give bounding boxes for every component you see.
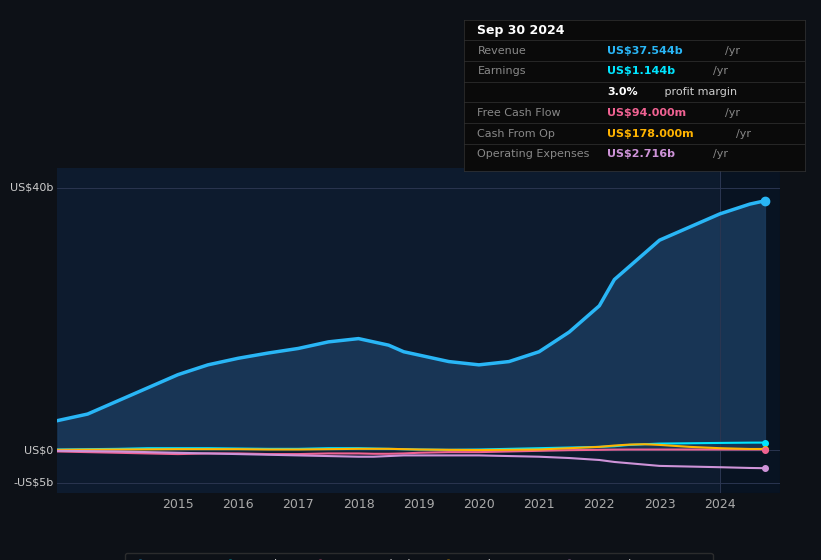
Text: /yr: /yr <box>736 128 750 138</box>
Text: profit margin: profit margin <box>662 87 737 97</box>
Text: /yr: /yr <box>713 149 728 159</box>
Text: US$94.000m: US$94.000m <box>607 108 686 118</box>
Text: /yr: /yr <box>724 46 740 55</box>
Text: US$178.000m: US$178.000m <box>607 128 694 138</box>
Bar <box>720 168 780 493</box>
Text: 3.0%: 3.0% <box>607 87 638 97</box>
Text: Sep 30 2024: Sep 30 2024 <box>478 25 565 38</box>
Text: US$2.716b: US$2.716b <box>607 149 675 159</box>
Legend: Revenue, Earnings, Free Cash Flow, Cash From Op, Operating Expenses: Revenue, Earnings, Free Cash Flow, Cash … <box>125 553 713 560</box>
Text: Cash From Op: Cash From Op <box>478 128 555 138</box>
Text: US$1.144b: US$1.144b <box>607 67 675 76</box>
Text: US$37.544b: US$37.544b <box>607 46 682 55</box>
Text: US$0: US$0 <box>24 445 53 455</box>
Text: Revenue: Revenue <box>478 46 526 55</box>
Text: /yr: /yr <box>724 108 740 118</box>
Text: Earnings: Earnings <box>478 67 526 76</box>
Text: Operating Expenses: Operating Expenses <box>478 149 589 159</box>
Text: /yr: /yr <box>713 67 728 76</box>
Text: -US$5b: -US$5b <box>13 478 53 488</box>
Text: Free Cash Flow: Free Cash Flow <box>478 108 561 118</box>
Text: US$40b: US$40b <box>10 183 53 193</box>
